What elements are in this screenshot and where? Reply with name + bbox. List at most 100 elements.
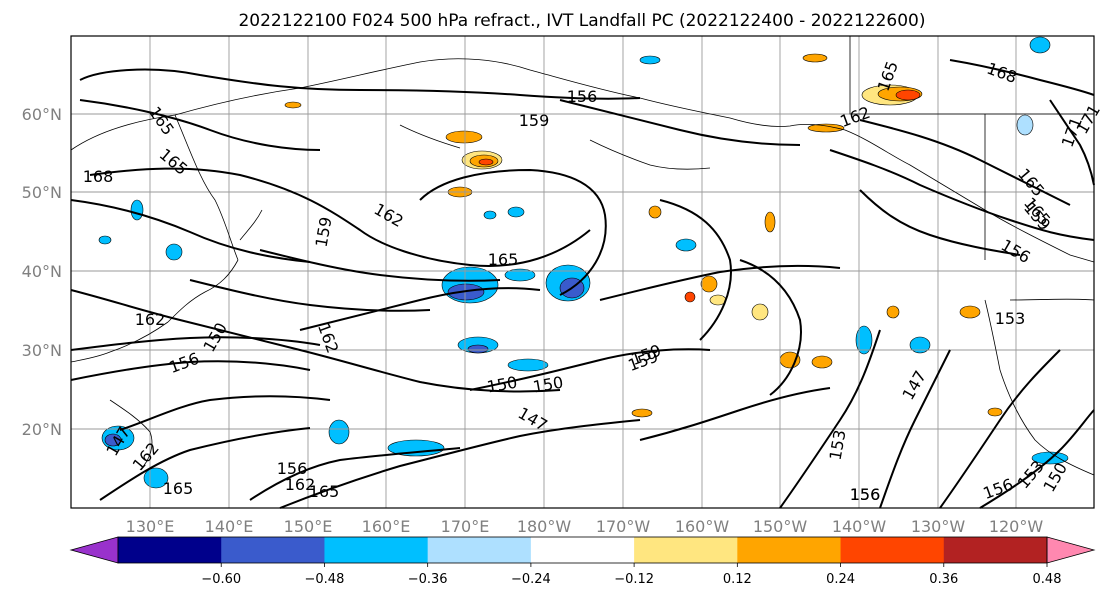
ivt-shading-patch <box>165 243 183 261</box>
ivt-shading-patch <box>631 408 653 418</box>
ivt-shading-patch <box>807 123 845 133</box>
contour-label: 153 <box>995 309 1026 328</box>
contour-label: 168 <box>83 167 114 186</box>
lon-tick-label: 170°E <box>441 517 490 536</box>
figure-title: 2022122100 F024 500 hPa refract., IVT La… <box>238 11 925 31</box>
colorbar-min-extension <box>69 536 119 564</box>
coastline-segment <box>239 209 263 241</box>
ivt-shading-patch <box>284 101 302 109</box>
colorbar-tick-label: −0.48 <box>305 572 345 587</box>
contour-label: 165 <box>309 482 340 501</box>
coastline-segment <box>984 299 1095 476</box>
ivt-shading-patch <box>684 291 696 303</box>
ivt-shading-patch <box>987 407 1003 417</box>
contour-label: 162 <box>285 475 316 494</box>
colorbar-swatch <box>737 537 842 563</box>
lon-tick-label: 170°W <box>596 517 651 536</box>
lon-tick-label: 160°E <box>362 517 411 536</box>
refractivity-contour <box>829 149 1095 241</box>
lon-tick-label: 150°E <box>284 517 333 536</box>
coastline-segment <box>70 321 169 363</box>
refractivity-contour <box>469 348 711 391</box>
refractivity-contour <box>70 360 311 381</box>
coastline-segment <box>1009 298 1095 301</box>
coastline-segment <box>849 36 1094 115</box>
contour-label: 156 <box>850 485 881 504</box>
colorbar-swatch <box>118 537 222 563</box>
ivt-shading-patch <box>639 55 661 65</box>
ivt-shading-patch <box>467 344 489 354</box>
ivt-shading-patch <box>98 235 112 245</box>
ivt-shading-patch <box>802 53 828 63</box>
colorbar-swatch <box>324 537 429 563</box>
lat-tick-label: 40°N <box>22 262 62 281</box>
colorbar-tick-label: 0.48 <box>1033 572 1062 587</box>
refractivity-contour <box>79 99 321 151</box>
ivt-shading-patch <box>507 206 525 218</box>
colorbar-max-extension <box>1046 536 1096 564</box>
refractivity-contour <box>779 329 881 509</box>
colorbar-tick-label: 0.36 <box>929 572 958 587</box>
colorbar-swatch <box>840 537 945 563</box>
refractivity-contour <box>79 68 641 100</box>
map-frame <box>70 35 1095 509</box>
ivt-shading-patch <box>328 419 350 445</box>
refractivity-contour <box>559 99 801 146</box>
refractivity-contour <box>189 279 431 312</box>
latitude-labels: 60°N 50°N 40°N 30°N 20°N <box>22 105 62 439</box>
refractivity-contour <box>70 336 321 351</box>
coastlines <box>70 36 1095 476</box>
refractivity-contour <box>89 167 591 267</box>
ivt-shading-patch <box>104 433 122 447</box>
colorbar-ticks: −0.60 −0.48 −0.36 −0.24 −0.12 0.12 0.24 0.36 0.4… <box>201 563 1062 587</box>
colorbar-swatch <box>221 537 325 563</box>
refractivity-contour <box>739 259 802 396</box>
lon-tick-label: 130°W <box>911 517 966 536</box>
refractivity-contour <box>70 199 311 263</box>
contour-label: 159 <box>519 111 550 130</box>
refractivity-contour <box>70 289 561 393</box>
coastline-segment <box>174 114 239 261</box>
colorbar-tick-label: 0.12 <box>723 572 752 587</box>
ivt-shading-patch <box>895 89 921 101</box>
coastline-segment <box>844 129 1095 263</box>
ivt-shading-patch <box>507 358 549 372</box>
colorbar-tick-label: 0.24 <box>826 572 855 587</box>
refractivity-contour <box>599 264 841 301</box>
refractivity-contour <box>259 249 501 282</box>
contour-label: 165 <box>163 479 194 498</box>
coastline-segment <box>589 139 711 170</box>
ivt-shading-layer <box>98 36 1069 489</box>
contour-label: 156 <box>277 459 308 478</box>
longitude-labels: 130°E 140°E 150°E 160°E 170°E 180°W 170°W 160°W… <box>126 517 1044 536</box>
ivt-shading-patch <box>675 238 697 252</box>
refractivity-contour <box>939 349 1061 509</box>
colorbar-swatch <box>427 537 532 563</box>
ivt-shading-patch <box>648 205 662 219</box>
lon-tick-label: 120°W <box>989 517 1044 536</box>
contour-label: 156 <box>567 87 598 106</box>
ivt-shading-patch <box>909 336 931 354</box>
refractivity-contour <box>1049 99 1095 186</box>
lon-tick-label: 180°W <box>517 517 572 536</box>
refractivity-contour <box>279 419 641 509</box>
contour-label: 162 <box>135 310 166 329</box>
colorbar-swatch <box>634 537 738 563</box>
ivt-shading-patch <box>751 303 769 321</box>
colorbar-tick-label: −0.36 <box>408 572 448 587</box>
lon-tick-label: 160°W <box>675 517 730 536</box>
ivt-shading-patch <box>700 275 718 293</box>
colorbar-tick-label: −0.12 <box>614 572 654 587</box>
colorbar-swatch <box>530 537 635 563</box>
ivt-shading-patch <box>387 439 445 457</box>
colorbar-tick-label: −0.60 <box>201 572 241 587</box>
lat-tick-label: 20°N <box>22 420 62 439</box>
refractivity-contour <box>119 395 331 431</box>
colorbar-outline <box>117 536 1048 564</box>
ivt-shading-patch <box>483 210 497 220</box>
refractivity-contour <box>859 119 1071 206</box>
coastline-segment <box>109 399 153 471</box>
ivt-shading-patch <box>504 268 536 282</box>
ivt-shading-patch <box>1029 36 1051 54</box>
